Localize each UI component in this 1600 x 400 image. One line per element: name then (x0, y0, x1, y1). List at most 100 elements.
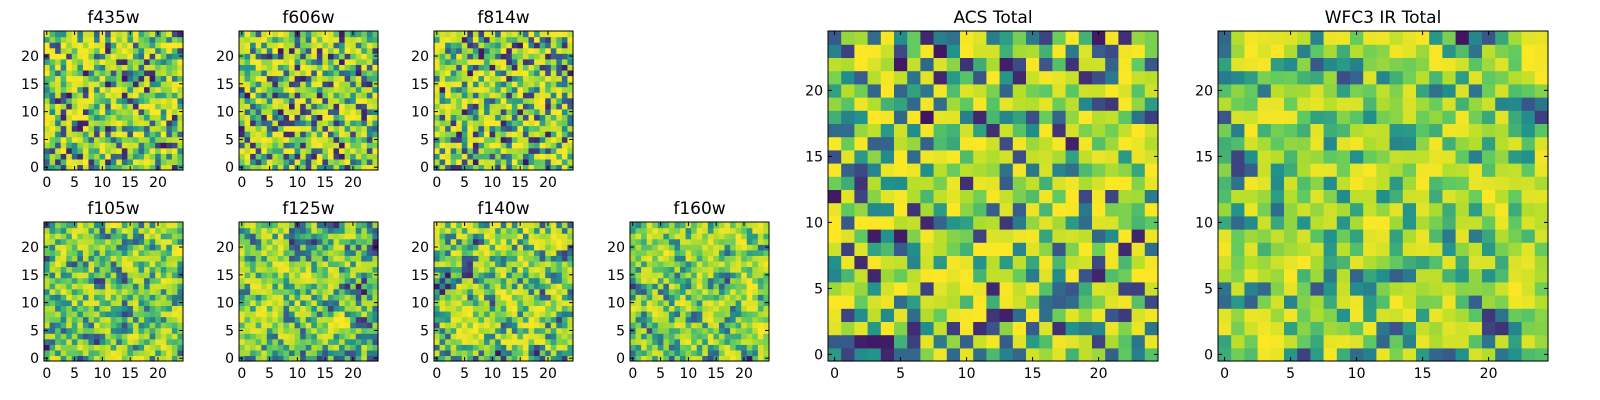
heatmap-cell (489, 327, 496, 334)
heatmap-cell (646, 344, 653, 351)
heatmap-cell (311, 64, 318, 71)
heatmap-cell (556, 299, 563, 306)
heatmap-cell (138, 42, 145, 49)
heatmap-cell (894, 215, 908, 230)
heatmap-cell (999, 176, 1014, 190)
heatmap-cell (77, 142, 84, 149)
heatmap-cell (160, 58, 167, 65)
heatmap-cell (132, 266, 140, 273)
heatmap-cell (277, 58, 285, 65)
heatmap-cell (439, 147, 446, 154)
heatmap-cell (545, 227, 552, 234)
heatmap-cell (663, 244, 670, 251)
heatmap-cell (138, 260, 145, 268)
heatmap-cell (177, 266, 184, 273)
heatmap-cell (355, 299, 362, 306)
heatmap-cell (1131, 215, 1146, 230)
heatmap-cell (724, 305, 731, 312)
heatmap-cell (144, 42, 151, 49)
y-tick-label: 5 (616, 323, 625, 339)
heatmap-cell (920, 268, 935, 283)
heatmap-cell (361, 310, 368, 318)
heatmap-cell (517, 244, 524, 251)
heatmap-cell (138, 108, 145, 115)
heatmap-cell (746, 233, 753, 240)
heatmap-cell (450, 153, 457, 160)
heatmap-cell (730, 316, 737, 323)
heatmap-cell (110, 255, 117, 262)
heatmap-cell (467, 310, 474, 318)
heatmap-cell (641, 238, 648, 245)
heatmap-cell (110, 119, 117, 127)
heatmap-cell (534, 92, 541, 99)
heatmap-cell (283, 244, 290, 251)
heatmap-cell (244, 322, 251, 329)
heatmap-cell (489, 103, 496, 110)
heatmap-cell (283, 277, 290, 284)
heatmap-cell (60, 294, 67, 301)
heatmap-cell (344, 69, 351, 77)
heatmap-cell (696, 355, 703, 362)
heatmap-cell (500, 316, 507, 323)
heatmap-cell (127, 322, 134, 329)
heatmap-cell (1012, 215, 1027, 230)
heatmap-cell (127, 147, 134, 154)
heatmap-cell (707, 283, 714, 290)
heatmap-cell (250, 260, 257, 268)
heatmap-cell (461, 344, 468, 351)
heatmap-cell (361, 299, 368, 306)
heatmap-cell (300, 114, 307, 121)
heatmap-cell (960, 295, 974, 309)
heatmap-cell (361, 277, 368, 284)
heatmap-cell (641, 294, 648, 301)
heatmap-cell (556, 244, 563, 251)
heatmap-cell (635, 260, 642, 268)
heatmap-cell (550, 92, 557, 99)
heatmap-cell (741, 327, 748, 334)
heatmap-cell (973, 229, 987, 243)
heatmap-cell (77, 338, 84, 345)
heatmap-cell (439, 249, 446, 256)
heatmap-cell (517, 136, 524, 143)
heatmap-cell (484, 266, 491, 273)
heatmap-cell (461, 244, 468, 251)
heatmap-cell (506, 125, 513, 132)
heatmap-cell (752, 244, 759, 251)
heatmap-cell (333, 147, 340, 154)
heatmap-cell (322, 233, 329, 240)
heatmap-cell (550, 53, 557, 60)
heatmap-cell (445, 266, 452, 273)
heatmap-cell (511, 222, 518, 229)
heatmap-cell (311, 255, 318, 262)
heatmap-cell (305, 338, 312, 345)
heatmap-cell (82, 322, 90, 329)
heatmap-cell (707, 299, 714, 306)
heatmap-cell (316, 316, 323, 323)
heatmap-cell (44, 64, 51, 71)
heatmap-cell (372, 333, 379, 340)
heatmap-cell (244, 131, 251, 138)
heatmap-cell (484, 136, 491, 143)
heatmap-cell (1131, 189, 1146, 204)
heatmap-cell (316, 147, 323, 154)
heatmap-cell (88, 58, 95, 65)
heatmap-cell (680, 244, 687, 251)
heatmap-cell (149, 108, 156, 115)
heatmap-cell (261, 47, 268, 54)
heatmap-cell (250, 92, 257, 99)
heatmap-cell (450, 227, 457, 234)
heatmap-cell (461, 310, 468, 318)
heatmap-cell (461, 333, 468, 340)
heatmap-cell (77, 119, 84, 127)
heatmap-cell (239, 119, 246, 127)
heatmap-cell (71, 305, 78, 312)
heatmap-cell (713, 310, 720, 318)
heatmap-cell (77, 58, 84, 65)
heatmap-cell (361, 81, 368, 88)
heatmap-cell (311, 136, 318, 143)
heatmap-cell (545, 53, 552, 60)
heatmap-cell (517, 103, 524, 110)
heatmap-cell (556, 36, 563, 43)
heatmap-cell (138, 338, 145, 345)
heatmap-cell (138, 158, 145, 166)
